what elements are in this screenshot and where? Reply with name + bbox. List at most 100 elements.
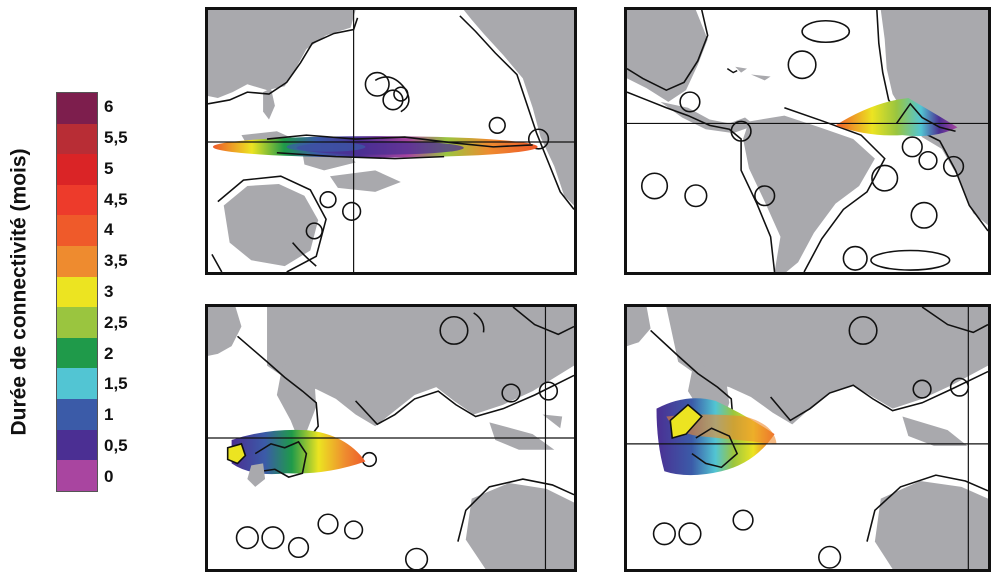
north-america [627,10,708,102]
connectivity-plume [835,97,958,137]
island-ring [473,312,485,333]
island-ring [261,526,285,550]
island-ring [501,383,521,403]
colorbar-segment [57,460,97,491]
island-ring [652,522,676,546]
colorbar-segment [57,337,97,369]
island-chain-ring [374,76,410,113]
connectivity-core [286,141,366,152]
island-ring [343,520,364,540]
island-ring [678,522,702,546]
island-ring [317,513,339,535]
island-ring [382,89,404,111]
north-coast-contour [512,307,574,336]
island-ring [640,172,669,200]
island-ring [235,526,259,550]
pacific-map [208,10,574,272]
east-indian-map [627,307,988,569]
island-ring [488,116,506,134]
americas-contour [627,91,776,272]
bermuda-outline [726,68,738,74]
americas-landmass [463,10,574,206]
map-panel-west-indian [205,304,577,572]
island-ring [901,136,923,158]
colorbar-tick-label: 0,5 [104,435,128,455]
island-ring [871,164,899,192]
caribbean-islands [735,66,771,81]
colorbar-tick-label: 2,5 [104,312,128,332]
map-panel-pacific [205,7,577,275]
africa-horn [627,307,651,347]
west-indian-map [208,307,574,569]
island-ring [942,155,965,177]
colorbar-segment [57,93,97,124]
madagascar [247,463,266,487]
island-ring [527,128,550,150]
connectivity-plume [231,429,366,475]
colorbar-tick-label: 5,5 [104,128,128,148]
map-panel-atlantic [624,7,991,275]
asia-landmass [208,10,356,98]
colorbar-segment [57,154,97,185]
source-region-outline [691,427,739,469]
colorbar-segment [57,276,97,308]
australia-landmass [874,481,988,569]
source-region-outline [895,102,956,132]
island-ring [949,377,970,397]
colorbar-tick-label: 2 [104,343,114,363]
asia-landmass [666,307,988,425]
africa-horn [208,307,242,356]
colorbar-segment [57,215,97,247]
legend-title-container: Durée de connectivité (mois) [2,92,38,492]
island-ring [679,91,701,113]
island-ring [287,536,310,559]
colorbar-tick-label: 1 [104,405,114,425]
island-ring [538,381,559,401]
island-ring [361,451,378,468]
island-ring [732,509,754,531]
new-guinea [330,170,401,192]
colorbar-segment [57,429,97,461]
source-region-patch [669,403,703,440]
colorbar-segment [57,368,97,400]
island-ring [912,379,932,399]
colorbar-segment [57,399,97,430]
colorbar-ticks: 6 5,5 5 4,5 4 3,5 3 2,5 2 1,5 1 0,5 0 [104,92,164,492]
colorbar-tick-label: 1,5 [104,374,128,394]
southeast-asia-contour [355,374,574,426]
island-ring [305,222,323,240]
colorbar-tick-label: 6 [104,97,114,117]
island-ring [684,184,708,208]
colorbar-tick-label: 4,5 [104,189,128,209]
south-america [743,115,875,272]
australia-contour [866,474,988,542]
colorbar-tick-label: 4 [104,220,114,240]
asia-landmass [267,307,574,427]
island-ring [754,185,776,207]
island-ring [842,245,868,271]
source-region-outline [266,134,533,160]
colorbar-segment [57,246,97,277]
island-ring [848,315,878,345]
island-ring [439,315,469,345]
colorbar-tick-label: 3,5 [104,251,128,271]
island-chain-ring [292,242,317,267]
island-ring [730,120,752,142]
australia-contour [211,175,327,272]
legend-title: Durée de connectivité (mois) [8,148,32,436]
island-ring [364,71,390,97]
indonesia-islands [902,416,968,446]
australia-landmass [465,482,574,569]
colorbar-segment [57,307,97,338]
colorbar-tick-label: 0 [104,466,114,486]
island-ring [342,201,362,221]
source-region-outline [254,440,308,478]
map-panel-east-indian [624,304,991,572]
colorbar-tick-label: 5 [104,158,114,178]
australia-landmass [223,184,319,267]
philippines [263,88,275,120]
southeast-asia-contour [770,370,988,422]
island-ring [801,19,851,44]
island-ring [404,547,429,569]
island-ring [918,150,938,171]
